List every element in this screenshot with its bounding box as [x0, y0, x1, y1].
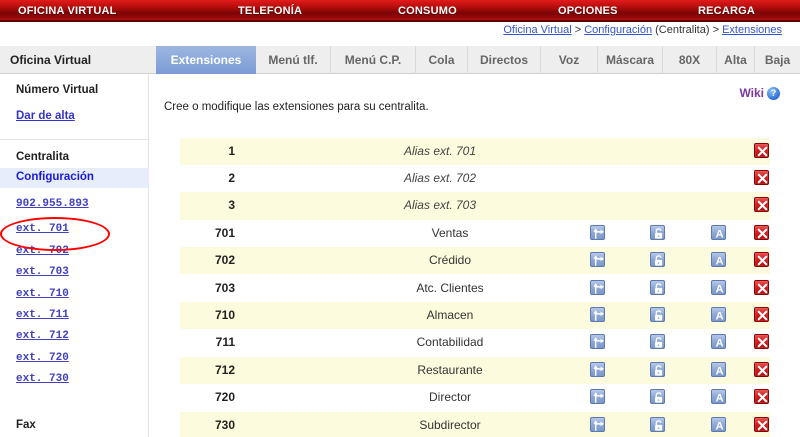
svg-text:A: A: [715, 420, 723, 432]
svg-text:A: A: [715, 338, 723, 350]
svg-text:A: A: [715, 256, 723, 268]
svg-text:A: A: [715, 228, 723, 240]
svg-text:A: A: [715, 283, 723, 295]
svg-text:A: A: [715, 311, 723, 323]
svg-text:A: A: [715, 365, 723, 377]
svg-text:A: A: [715, 393, 723, 405]
